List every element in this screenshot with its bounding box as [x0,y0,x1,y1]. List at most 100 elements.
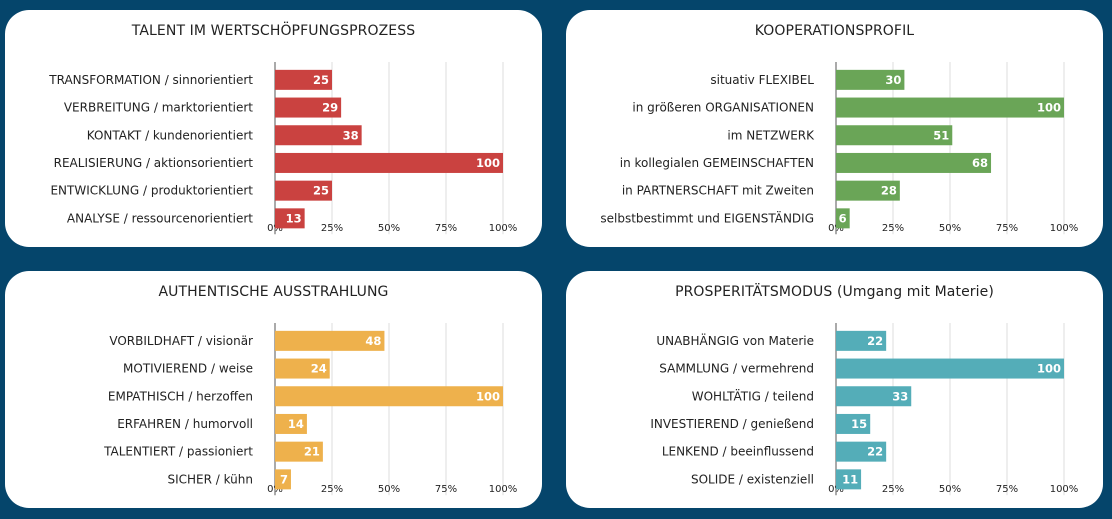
tick-label: 75% [996,484,1018,495]
category-label: TRANSFORMATION / sinnorientiert [48,73,253,87]
category-label: MOTIVIEREND / weise [123,362,253,376]
category-label: ERFAHREN / humorvoll [117,417,253,431]
tick-label: 100% [489,484,518,495]
tick-label: 75% [435,223,457,234]
category-label: VERBREITUNG / marktorientiert [64,101,253,115]
category-label: ANALYSE / ressourcenorientiert [67,211,253,225]
bar-chart-prosperitaet: 0% 25% 50% 75% 100%UNABHÄNGIG von Materie 22S… [650,323,1079,496]
category-label: KONTAKT / kundenorientiert [87,128,254,142]
category-label: TALENTIERT / passioniert [103,445,253,459]
bar [836,441,887,462]
bar [836,97,1064,118]
data-label: 11 [842,472,858,486]
data-label: 14 [288,417,304,431]
data-label: 15 [851,417,867,431]
tick-label: 50% [378,484,400,495]
chart-title: PROSPERITÄTSMODUS (Umgang mit Materie) [675,284,994,300]
bar [836,386,912,407]
chart-panel-talent: TALENT IM WERTSCHÖPFUNGSPROZESS 0% 25% 50%… [5,10,542,247]
category-label: ENTWICKLUNG / produktorientiert [50,184,253,198]
chart-title: TALENT IM WERTSCHÖPFUNGSPROZESS [131,23,416,39]
chart-panel-ausstrahlung: AUTHENTISCHE AUSSTRAHLUNG 0% 25% 50% 75% 100… [5,271,542,508]
category-label: REALISIERUNG / aktionsorientiert [54,156,254,170]
tick-label: 50% [939,484,961,495]
bar [275,97,342,118]
chart-title: AUTHENTISCHE AUSSTRAHLUNG [158,284,389,300]
category-label: in größeren ORGANISATIONEN [632,101,814,115]
tick-label: 25% [882,484,904,495]
data-label: 100 [1037,362,1061,376]
bar-chart-ausstrahlung: 0% 25% 50% 75% 100%VORBILDHAFT / visionär 48M… [103,323,518,496]
tick-label: 25% [321,223,343,234]
bar [836,152,992,173]
chart-panel-kooperation: KOOPERATIONSPROFIL 0% 25% 50% 75% 100% situat… [566,10,1103,247]
bar [275,386,503,407]
data-label: 51 [933,128,949,142]
data-label: 22 [867,445,883,459]
data-label: 21 [304,445,320,459]
tick-label: 100% [1050,223,1079,234]
category-label: situativ FLEXIBEL [710,73,814,87]
bar-chart-talent: 0% 25% 50% 75% 100%TRANSFORMATION / sinnorie… [48,62,518,235]
bar [836,358,1064,379]
data-label: 100 [476,389,500,403]
category-label: SOLIDE / existenziell [691,472,814,486]
bar [275,358,330,379]
bar [836,208,850,229]
category-label: selbstbestimmt und EIGENSTÄNDIG [600,210,814,225]
bar [275,330,385,351]
data-label: 38 [343,128,359,142]
bar [275,180,332,201]
data-label: 6 [839,211,847,225]
bar [275,69,332,90]
bar [836,413,871,434]
data-label: 25 [313,73,329,87]
data-label: 29 [322,101,338,115]
category-label: LENKEND / beeinflussend [662,445,814,459]
data-label: 13 [286,211,302,225]
category-label: INVESTIEREND / genießend [650,417,814,431]
bar [836,469,862,490]
data-label: 24 [311,362,327,376]
tick-label: 25% [321,484,343,495]
category-label: SICHER / kühn [167,472,253,486]
category-label: WOHLTÄTIG / teilend [692,388,814,403]
tick-label: 100% [1050,484,1079,495]
tick-label: 100% [489,223,518,234]
data-label: 100 [476,156,500,170]
tick-label: 75% [435,484,457,495]
tick-label: 25% [882,223,904,234]
bar [275,152,503,173]
category-label: in PARTNERSCHAFT mit Zweiten [622,184,814,198]
bar [275,441,323,462]
tick-label: 50% [378,223,400,234]
bar [836,125,953,146]
category-label: UNABHÄNGIG von Materie [656,333,814,348]
bar [836,180,900,201]
data-label: 48 [365,334,381,348]
data-label: 100 [1037,101,1061,115]
tick-label: 75% [996,223,1018,234]
data-label: 22 [867,334,883,348]
data-label: 30 [885,73,901,87]
data-label: 7 [280,472,288,486]
data-label: 25 [313,184,329,198]
bar [275,125,362,146]
data-label: 68 [972,156,988,170]
category-label: SAMMLUNG / vermehrend [659,362,814,376]
category-label: EMPATHISCH / herzoffen [108,389,253,403]
bar [836,330,887,351]
category-label: VORBILDHAFT / visionär [109,334,253,348]
bar [275,469,291,490]
category-label: in kollegialen GEMEINSCHAFTEN [620,156,814,170]
bar [275,413,307,434]
data-label: 28 [881,184,897,198]
chart-title: KOOPERATIONSPROFIL [754,23,915,39]
category-label: im NETZWERK [727,128,815,142]
bar [836,69,905,90]
tick-label: 50% [939,223,961,234]
bar [275,208,305,229]
chart-panel-prosperitaet: PROSPERITÄTSMODUS (Umgang mit Materie) 0… [566,271,1103,508]
data-label: 33 [892,389,908,403]
